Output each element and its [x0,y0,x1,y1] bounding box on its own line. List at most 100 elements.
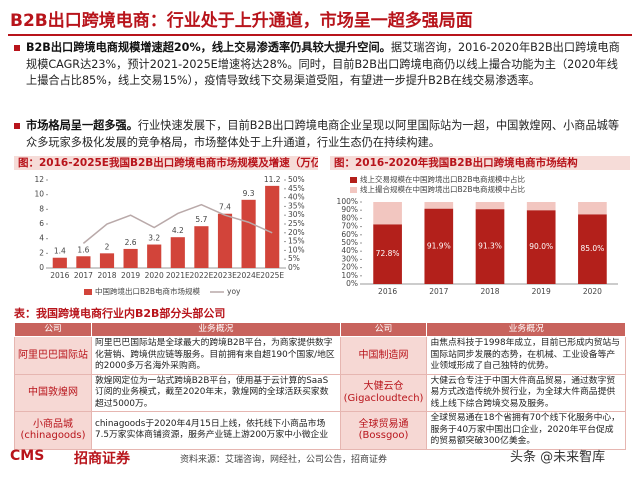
legend-label: 线上撮合规模在中国跨境出口B2B电商规模中占比 [360,184,526,194]
data-label: 90.0% [529,242,553,251]
bullet-lead: B2B出口跨境电商规模增速超20%，线上交易渗透率仍具较大提升空间。 [26,41,391,54]
bar [265,185,280,268]
table: 公司 业务概况 公司 业务概况 阿里巴巴国际站 阿里巴巴国际站是全球最大的跨境B2B平台，… [14,322,626,450]
data-label: 11.2 [264,175,281,184]
data-label: 1.6 [77,245,89,254]
y2-tick-label: 45% [288,184,305,193]
table-header: 业务概况 [91,322,341,337]
logo: CMS [10,448,45,464]
table-header: 业务概况 [426,322,626,337]
data-label: 4.2 [172,226,184,235]
y2-tick-label: 15% [288,237,305,246]
bar-segment [373,224,402,284]
bar-segment [526,210,556,284]
bar [147,244,162,268]
y-tick-label: 4 [39,234,44,243]
x-tick-label: 2016 [50,271,69,280]
company-cell: 中国制造网 [339,336,428,375]
bar [99,253,115,268]
page-number: 7 [580,448,587,461]
legend-label: 中国跨境出口B2B电商市场规模 [95,286,201,296]
brand: 招商证券 [74,451,130,467]
bar [52,257,67,268]
y2-tick-label: 20% [288,228,305,237]
data-label: 1.4 [54,247,66,256]
y2-tick-label: 30% [288,210,305,219]
bar-segment [578,202,607,215]
bar-segment [526,202,556,211]
rule [8,34,632,36]
legend-swatch [84,289,92,295]
x-tick-label: 2017 [74,271,93,280]
chart-title: 图：2016-2020年我国B2B出口跨境电商市场结构 [330,156,630,170]
data-label: 85.0% [580,244,604,253]
y-tick-label: 90% [341,205,358,214]
x-tick-label: 2022E [189,271,213,280]
table-header: 公司 [14,322,92,337]
bullet: 市场格局呈一超多强。行业快速发展下，目前B2B出口跨境电商企业呈现以阿里国际站为… [14,118,626,151]
y-tick-label: 12 [34,175,44,184]
business-cell: chinagoods于2020年4月15日上线，依托线下小商品市场7.5万家实体… [91,411,341,450]
bar-segment [475,209,505,284]
business-cell: 大健云仓专注于中国大件商品贸易，通过数字贸易方式改造传统外贸行业，为全球大件商品… [426,373,626,412]
x-tick-label: 2019 [532,287,551,296]
company-cell: 小商品城(chinagoods) [14,411,92,450]
bar-segment [475,202,505,210]
data-label: 2 [105,242,110,251]
y-tick-label: 6 [39,219,44,228]
chart: 0%10%20%30%40%50%60%70%80%90%100% 线上交易规模在… [337,174,618,296]
data-label: 91.3% [478,242,502,251]
company-cell: 大健云仓(Gigacloudtech) [339,373,428,412]
business-cell: 全球贸易通在18个省拥有70个线下化服务中心，服务于40万家中国出口企业，202… [426,411,626,450]
table-header: 公司 [339,322,428,337]
y2-tick-label: 25% [288,219,305,228]
table-title: 表：我国跨境电商行业内B2B部分头部公司 [14,307,226,320]
legend-swatch [350,177,357,183]
bar [217,213,233,268]
data-label: 9.3 [243,189,255,198]
data-label: 7.4 [219,203,231,212]
y2-tick-label: 0% [288,263,300,272]
y-tick-label: 80% [341,213,358,222]
y2-tick-label: 40% [288,193,305,202]
y-tick-label: 100% [337,197,358,206]
company-cell: 中国敦煌网 [14,373,92,412]
bar-segment [578,214,607,284]
y-tick-label: 0% [346,279,358,288]
y2-tick-label: 50% [288,175,305,184]
x-tick-label: 2019 [121,271,140,280]
bullet-text: 行业快速发展下，目前B2B出口跨境电商企业呈现以阿里国际站为一超，中国敦煌网、小… [26,119,620,149]
y-tick-label: 0 [39,263,44,272]
bullet-text: 据艾瑞咨询，2016-2020年B2B出口跨境电商规模CAGR达23%，预计20… [26,41,620,87]
company-cell: 全球贸易通(Bossgoo) [339,411,428,450]
y-tick-label: 2 [39,248,44,257]
y-tick-label: 8 [39,204,44,213]
chart-title: 图：2016-2025E我国B2B出口跨境电商市场规模及增速（万亿元） [14,156,318,170]
bullet-lead: 市场格局呈一超多强。 [26,119,138,132]
y-tick-label: 30% [341,254,358,263]
bullet: B2B出口跨境电商规模增速超20%，线上交易渗透率仍具较大提升空间。据艾瑞咨询，… [14,40,626,90]
x-tick-label: 2021E [166,271,190,280]
legend-swatch [350,187,357,193]
x-tick-label: 2025E [260,271,284,280]
data-label: 5.7 [195,215,207,224]
watermark: 头条 @未来智库 [510,450,606,465]
bar [123,248,138,268]
bar-segment [424,202,454,209]
data-label: 2.6 [125,238,137,247]
chart: 0 2 4 6 8 10 12 0%5%10%15%20%25%30%35%40%45%50%… [34,175,305,296]
y-tick-label: 40% [341,246,358,255]
x-tick-label: 2017 [429,287,448,296]
y-tick-label: 50% [341,238,358,247]
data-label: 91.9% [427,241,451,250]
business-cell: 由焦点科技于1998年成立，目前已形成内贸站与国际站同步发展的态势，在机械、工业… [426,336,626,375]
y-tick-label: 60% [341,230,358,239]
line [82,203,273,244]
bar-segment [424,208,454,284]
x-tick-label: 2018 [480,287,499,296]
legend-label: 线上交易规模在中国跨境出口B2B电商规模中占比 [360,174,526,184]
y2-tick-label: 10% [288,245,305,254]
title: B2B出口跨境电商：行业处于上升通道，市场呈一超多强局面 [10,11,473,31]
data-label: 72.8% [376,249,400,258]
x-tick-label: 2016 [378,287,397,296]
